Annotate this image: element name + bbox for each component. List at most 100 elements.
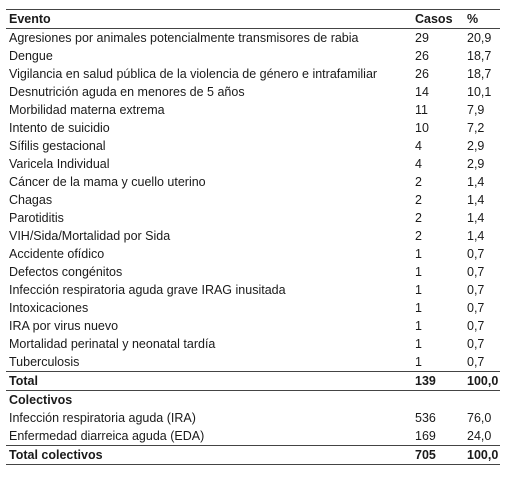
event-cell: Tuberculosis (9, 355, 80, 369)
cases-cell: 2 (415, 193, 422, 207)
percent-cell: 1,4 (467, 193, 485, 207)
cases-cell: 2 (415, 229, 422, 243)
event-cell: Mortalidad perinatal y neonatal tardía (9, 337, 216, 351)
cases-cell: 1 (415, 265, 422, 279)
collective-header: Colectivos (9, 393, 73, 407)
table-row: Accidente ofídico 1 0,7 (6, 245, 500, 263)
event-cell: IRA por virus nuevo (9, 319, 119, 333)
cases-cell: 1 (415, 301, 422, 315)
collective-total-percent: 100,0 (467, 445, 500, 465)
table-row: Infección respiratoria aguda (IRA) 536 76,… (6, 409, 500, 427)
event-cell: Morbilidad materna extrema (9, 103, 165, 117)
percent-cell: 76,0 (467, 411, 492, 425)
cases-cell: 1 (415, 247, 422, 261)
table-row: IRA por virus nuevo 1 0,7 (6, 317, 500, 335)
event-cell: Intento de suicidio (9, 121, 110, 135)
total-percent: 100,0 (467, 371, 500, 391)
table-row: Vigilancia en salud pública de la violen… (6, 65, 500, 83)
percent-cell: 7,9 (467, 103, 485, 117)
event-rows: Agresiones por animales potencialmente t… (6, 29, 500, 372)
cases-cell: 4 (415, 139, 422, 153)
percent-cell: 0,7 (467, 301, 485, 315)
event-cell: Varicela Individual (9, 157, 110, 171)
total-row: Total 139 100,0 (6, 371, 500, 391)
table-row: Varicela Individual 4 2,9 (6, 155, 500, 173)
table-row: Intento de suicidio 10 7,2 (6, 119, 500, 137)
collective-total-label: Total colectivos (6, 445, 415, 465)
cases-cell: 26 (415, 67, 429, 81)
percent-cell: 0,7 (467, 247, 485, 261)
event-cell: Accidente ofídico (9, 247, 105, 261)
percent-cell: 0,7 (467, 319, 485, 333)
table-row: Dengue 26 18,7 (6, 47, 500, 65)
percent-cell: 20,9 (467, 31, 492, 45)
event-cell: Infección respiratoria aguda (IRA) (9, 411, 196, 425)
percent-cell: 0,7 (467, 337, 485, 351)
percent-cell: 10,1 (467, 85, 492, 99)
percent-cell: 18,7 (467, 67, 492, 81)
percent-cell: 0,7 (467, 355, 485, 369)
cases-cell: 2 (415, 175, 422, 189)
percent-cell: 7,2 (467, 121, 485, 135)
percent-cell: 1,4 (467, 211, 485, 225)
event-cell: Cáncer de la mama y cuello uterino (9, 175, 206, 189)
cases-cell: 169 (415, 429, 436, 443)
cases-cell: 26 (415, 49, 429, 63)
event-cell: VIH/Sida/Mortalidad por Sida (9, 229, 171, 243)
percent-cell: 2,9 (467, 157, 485, 171)
table-row: Desnutrición aguda en menores de 5 años 1… (6, 83, 500, 101)
event-cell: Defectos congénitos (9, 265, 123, 279)
table-row: VIH/Sida/Mortalidad por Sida 2 1,4 (6, 227, 500, 245)
cases-cell: 29 (415, 31, 429, 45)
table-row: Defectos congénitos 1 0,7 (6, 263, 500, 281)
event-cell: Agresiones por animales potencialmente t… (9, 31, 359, 45)
collective-total-row: Total colectivos 705 100,0 (6, 445, 500, 465)
percent-cell: 18,7 (467, 49, 492, 63)
cases-cell: 2 (415, 211, 422, 225)
table-row: Infección respiratoria aguda grave IRAG … (6, 281, 500, 299)
table-row: Cáncer de la mama y cuello uterino 2 1,4 (6, 173, 500, 191)
event-cell: Intoxicaciones (9, 301, 89, 315)
total-cases: 139 (415, 371, 467, 391)
table-row: Sífilis gestacional 4 2,9 (6, 137, 500, 155)
header-percent: % (467, 9, 500, 29)
header-cases: Casos (415, 9, 467, 29)
event-cell: Chagas (9, 193, 53, 207)
percent-cell: 0,7 (467, 265, 485, 279)
header-event: Evento (6, 9, 415, 29)
percent-cell: 0,7 (467, 283, 485, 297)
cases-cell: 11 (415, 103, 428, 117)
cases-cell: 10 (415, 121, 429, 135)
table-row: Intoxicaciones 1 0,7 (6, 299, 500, 317)
table-row: Chagas 2 1,4 (6, 191, 500, 209)
cases-cell: 1 (415, 319, 422, 333)
event-cell: Infección respiratoria aguda grave IRAG … (9, 283, 286, 297)
event-cell: Enfermedad diarreica aguda (EDA) (9, 429, 205, 443)
cases-cell: 1 (415, 337, 422, 351)
table-row: Tuberculosis 1 0,7 (6, 353, 500, 372)
percent-cell: 2,9 (467, 139, 485, 153)
percent-cell: 1,4 (467, 229, 485, 243)
percent-cell: 1,4 (467, 175, 485, 189)
cases-cell: 1 (415, 355, 422, 369)
event-cell: Parotiditis (9, 211, 64, 225)
table-header-row: Evento Casos % (6, 9, 500, 29)
event-cell: Desnutrición aguda en menores de 5 años (9, 85, 245, 99)
table-row: Enfermedad diarreica aguda (EDA) 169 24,0 (6, 427, 500, 446)
cases-cell: 1 (415, 283, 422, 297)
table-row: Morbilidad materna extrema 11 7,9 (6, 101, 500, 119)
percent-cell: 24,0 (467, 429, 492, 443)
event-cell: Dengue (9, 49, 53, 63)
event-cell: Sífilis gestacional (9, 139, 106, 153)
collective-total-cases: 705 (415, 445, 467, 465)
collective-header-row: Colectivos (6, 391, 500, 410)
events-table: Evento Casos % Agresiones por animales p… (6, 9, 500, 465)
cases-cell: 14 (415, 85, 429, 99)
collective-rows: Infección respiratoria aguda (IRA) 536 76,… (6, 409, 500, 446)
table-row: Agresiones por animales potencialmente t… (6, 29, 500, 48)
table-row: Parotiditis 2 1,4 (6, 209, 500, 227)
cases-cell: 4 (415, 157, 422, 171)
event-cell: Vigilancia en salud pública de la violen… (9, 67, 378, 81)
total-label: Total (6, 371, 415, 391)
cases-cell: 536 (415, 411, 436, 425)
